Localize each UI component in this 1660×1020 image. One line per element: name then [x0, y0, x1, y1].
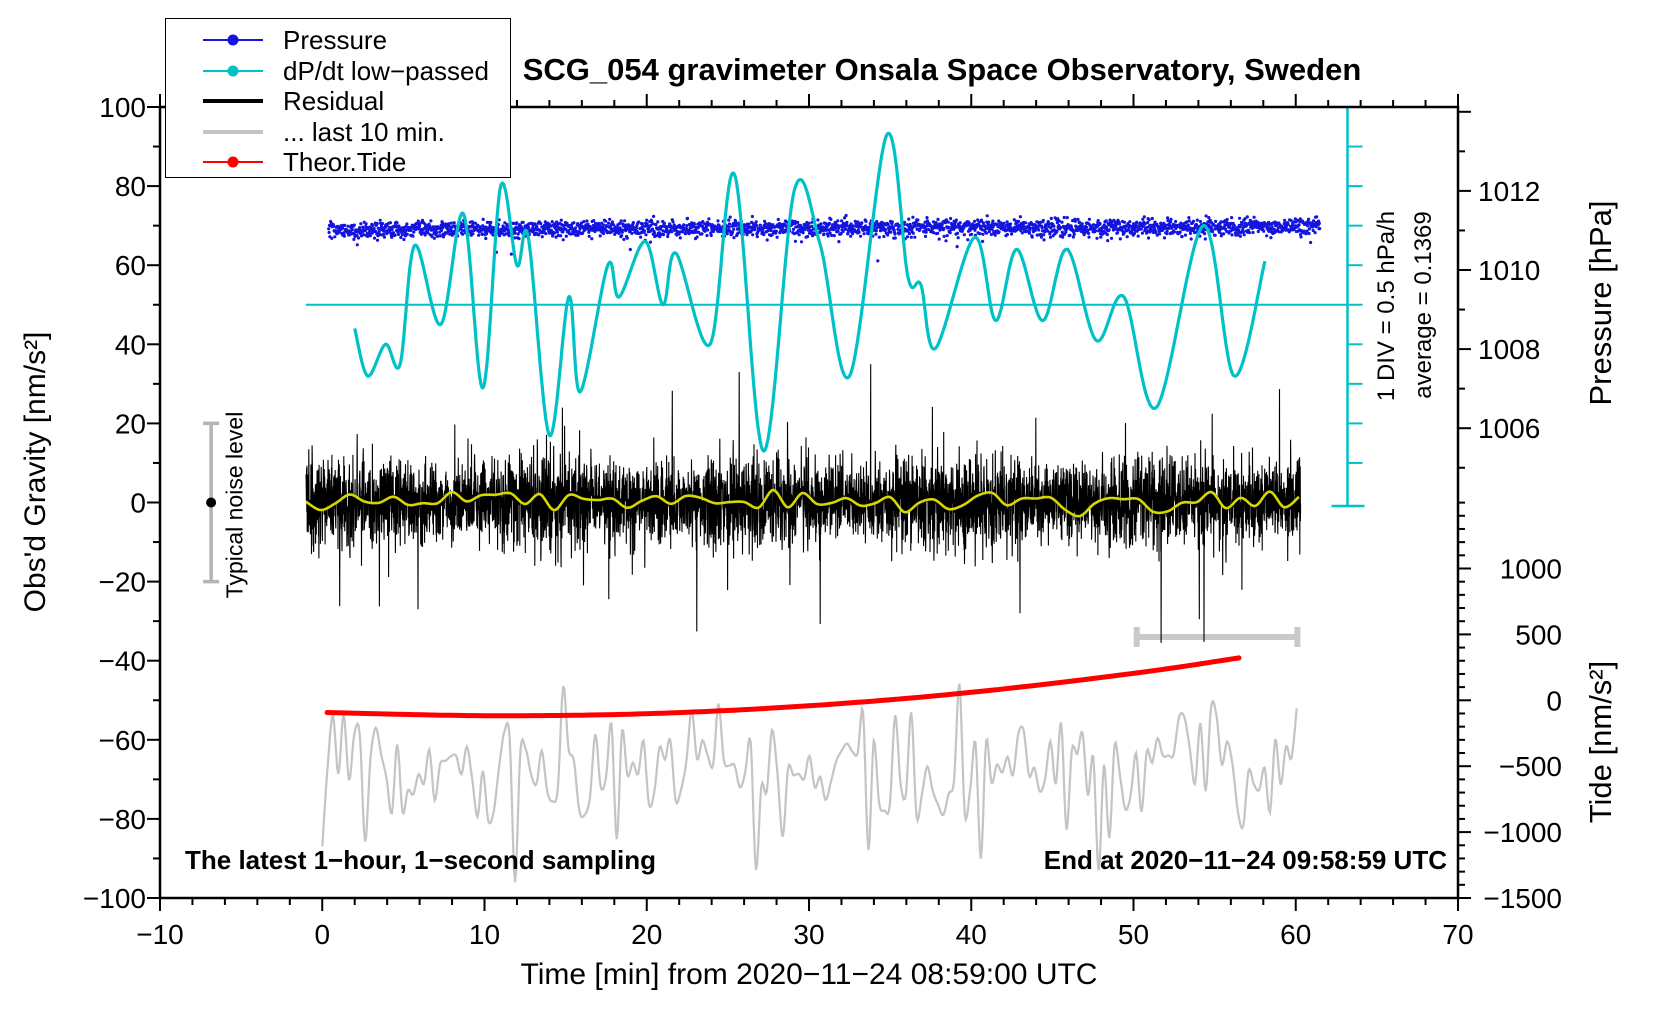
tide-tick-label: −500 [1499, 751, 1562, 782]
legend-item-last10: ... last 10 min. [166, 116, 445, 147]
tide-tick-label: −1000 [1483, 817, 1562, 848]
legend-label: Pressure [283, 25, 388, 55]
tide-tick-label: 0 [1546, 685, 1562, 716]
gravity-tick-label: −80 [99, 804, 147, 835]
gravity-tick-label: 40 [115, 329, 146, 360]
legend-line-sample [203, 89, 263, 113]
tide-axis-title: Tide [nm/s²] [1583, 660, 1618, 824]
legend-label: dP/dt low−passed [283, 55, 489, 86]
legend-label: ... last 10 min. [283, 116, 445, 147]
pressure-tick-label: 1010 [1478, 255, 1540, 286]
legend-line-sample [203, 28, 263, 52]
x-tick-label: −10 [136, 919, 184, 950]
legend-item-tide: Theor.Tide [166, 147, 407, 177]
x-tick-label: 50 [1118, 919, 1149, 950]
x-tick-label: 40 [956, 919, 987, 950]
div-scale-annotation: 1 DIV = 0.5 hPa/h [1373, 210, 1400, 402]
gravity-tick-label: 100 [99, 92, 146, 123]
last-10-min-scale-bar [1133, 626, 1301, 647]
residual-smoothed-series [305, 488, 1300, 518]
residual-series [305, 364, 1302, 643]
gravity-tick-label: −40 [99, 646, 147, 677]
pressure-tick-label: 1012 [1478, 176, 1540, 207]
average-annotation: average = 0.1369 [1410, 211, 1437, 399]
gravity-tick-label: −20 [99, 567, 147, 598]
pressure-tick-label: 1008 [1478, 334, 1540, 365]
typical-noise-level-label: Typical noise level [221, 411, 248, 599]
last10-line-icon [203, 129, 263, 134]
x-axis-title: Time [min] from 2020−11−24 08:59:00 UTC [520, 958, 1098, 991]
tide-tick-label: 1000 [1500, 554, 1562, 585]
gravity-tick-label: 0 [130, 488, 146, 519]
pressure-axis-title: Pressure [hPa] [1583, 200, 1618, 406]
gravity-tick-label: 20 [115, 408, 146, 439]
tide-tick-label: 500 [1515, 619, 1562, 650]
dpdt-scale-bar [306, 108, 1365, 508]
theor-tide-series [324, 655, 1242, 719]
gravity-tick-label: 60 [115, 250, 146, 281]
tide-dot-icon [227, 156, 239, 168]
x-tick-label: 30 [793, 919, 824, 950]
pressure-dot-icon [227, 34, 239, 46]
typical-noise-level-bar [203, 421, 220, 584]
end-time-note: End at 2020−11−24 09:58:59 UTC [1043, 845, 1447, 875]
legend: Pressure dP/dt low−passed Residual... last… [165, 18, 511, 178]
legend-line-sample [203, 59, 263, 83]
legend-item-pressure: Pressure [166, 25, 388, 55]
x-tick-label: 70 [1442, 919, 1473, 950]
legend-item-residual: Residual [166, 86, 385, 116]
pressure-series [327, 213, 1322, 263]
legend-item-dpdt: dP/dt low−passed [166, 55, 489, 86]
gravity-tick-label: −100 [83, 883, 146, 914]
legend-line-sample [203, 150, 263, 174]
x-tick-label: 20 [631, 919, 662, 950]
x-tick-label: 10 [469, 919, 500, 950]
y-axis-left-title: Obs'd Gravity [nm/s²] [19, 331, 52, 613]
legend-label: Residual [283, 86, 385, 116]
tide-tick-label: −1500 [1483, 883, 1562, 914]
x-tick-label: 0 [314, 919, 330, 950]
legend-label: Theor.Tide [283, 147, 407, 177]
chart-title: SCG_054 gravimeter Onsala Space Observat… [522, 52, 1362, 87]
gravity-tick-label: 80 [115, 171, 146, 202]
last-10-min-series [321, 683, 1298, 883]
residual-line-icon [203, 99, 263, 103]
pressure-tick-label: 1006 [1478, 413, 1540, 444]
legend-line-sample [203, 120, 263, 144]
dpdt-series [353, 131, 1267, 453]
dpdt-dot-icon [227, 65, 239, 76]
gravity-tick-label: −60 [99, 725, 147, 756]
x-tick-label: 60 [1280, 919, 1311, 950]
sampling-note: The latest 1−hour, 1−second sampling [185, 845, 657, 875]
axes: −10 0 10 20 30 40 50 60 70−100−80−60−40−20020406… [83, 92, 1562, 950]
